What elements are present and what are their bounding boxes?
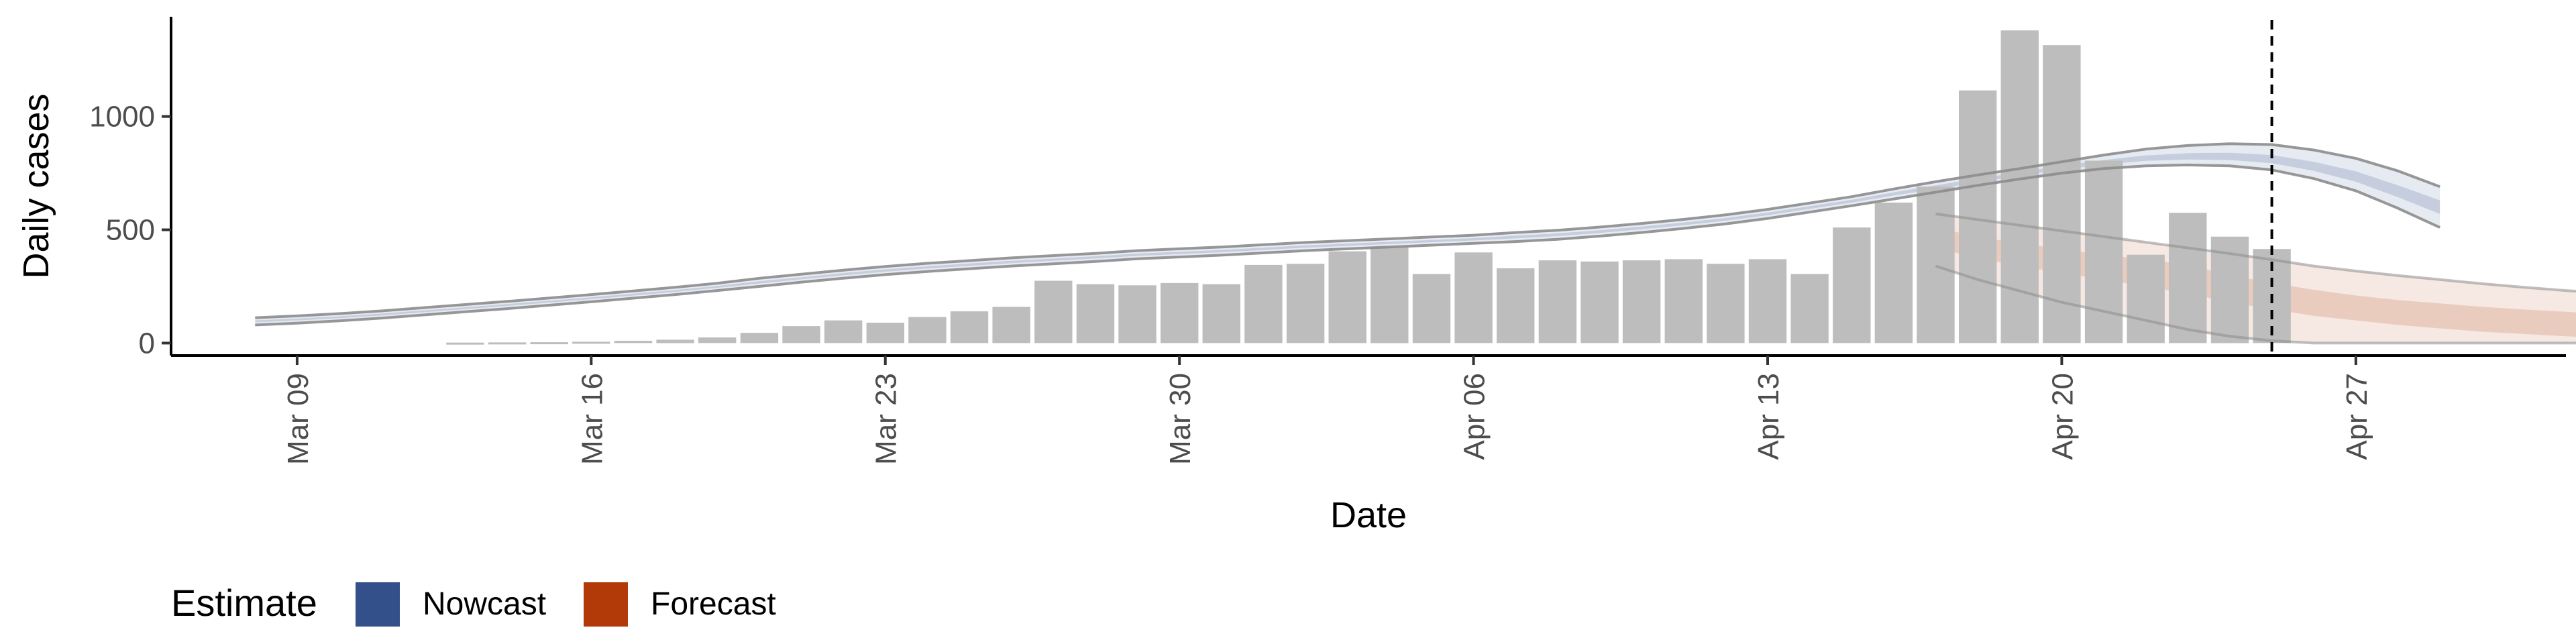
case-bar	[1539, 260, 1576, 343]
case-bar	[1875, 203, 1913, 343]
case-bar	[951, 311, 988, 343]
case-bar	[2169, 213, 2206, 343]
case-bar	[1118, 285, 1156, 343]
case-bar	[1707, 264, 1744, 343]
case-bar	[1034, 281, 1072, 343]
legend: Estimate Nowcast Forecast	[171, 582, 776, 627]
case-bar	[572, 341, 610, 343]
case-bar	[2127, 255, 2165, 343]
case-bar	[698, 337, 736, 343]
case-bar	[992, 307, 1030, 343]
case-bar	[1371, 247, 1408, 343]
case-bar	[1413, 274, 1450, 343]
case-bar	[614, 341, 652, 343]
case-bar	[824, 321, 862, 343]
x-tick-label: Apr 27	[2341, 373, 2373, 460]
case-bar	[1790, 274, 1828, 343]
legend-swatch	[356, 582, 400, 627]
x-axis-title: Date	[1330, 495, 1407, 535]
case-bar	[446, 343, 484, 345]
case-bar	[782, 326, 820, 343]
case-bar	[1833, 227, 1870, 343]
case-bar	[1454, 252, 1492, 343]
case-bar	[488, 342, 526, 344]
x-tick-label: Apr 13	[1752, 373, 1785, 460]
x-tick-label: Apr 06	[1458, 373, 1491, 460]
x-tick-label: Mar 23	[870, 373, 903, 465]
case-bar	[1497, 268, 1534, 343]
case-bar	[1580, 262, 1618, 343]
case-bar	[908, 317, 946, 343]
y-tick-label: 500	[106, 214, 155, 247]
case-bar	[1203, 284, 1240, 343]
y-tick-label: 1000	[89, 101, 155, 133]
legend-title: Estimate	[171, 582, 317, 624]
x-tick-label: Mar 16	[576, 373, 608, 465]
case-bar	[1917, 186, 1954, 343]
case-bar	[2001, 30, 2039, 343]
case-bar	[1161, 283, 1198, 343]
case-bar	[1329, 252, 1366, 343]
x-tick-label: Mar 09	[282, 373, 315, 465]
case-bars	[446, 30, 2291, 344]
x-ticks: Mar 09 Mar 16 Mar 23 Mar 30 Apr 06 Apr 13 Apr …	[282, 356, 2373, 465]
y-tick-label: 0	[139, 327, 155, 360]
case-bar	[741, 333, 778, 343]
case-bar	[2085, 161, 2123, 343]
case-bar	[867, 323, 904, 343]
x-tick-label: Mar 30	[1164, 373, 1197, 465]
case-bar	[656, 339, 694, 343]
x-tick-label: Apr 20	[2046, 373, 2079, 460]
case-bar	[1244, 265, 1282, 343]
case-bar	[531, 342, 568, 344]
case-bar	[1749, 259, 1786, 343]
legend-label: Nowcast	[423, 586, 546, 622]
y-axis-title: Daily cases	[16, 93, 56, 278]
case-bar	[1077, 284, 1114, 343]
legend-label: Forecast	[651, 586, 776, 622]
legend-swatch	[584, 582, 628, 627]
case-bar	[1623, 260, 1660, 343]
case-bar	[1287, 264, 1324, 343]
y-ticks: 0 500 1000	[89, 101, 171, 360]
case-bar	[1665, 259, 1703, 343]
